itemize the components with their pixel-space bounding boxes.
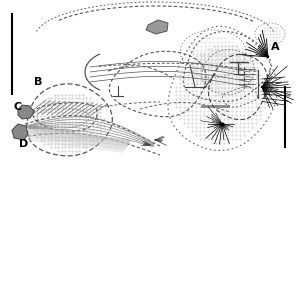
Polygon shape [12,124,28,140]
Text: A: A [271,42,279,52]
Polygon shape [146,20,168,34]
Text: D: D [20,139,28,149]
Polygon shape [18,105,34,119]
Polygon shape [28,129,128,147]
Polygon shape [28,125,130,144]
Polygon shape [28,133,126,150]
Text: C: C [14,102,22,112]
Text: B: B [34,77,42,87]
Polygon shape [28,137,124,153]
